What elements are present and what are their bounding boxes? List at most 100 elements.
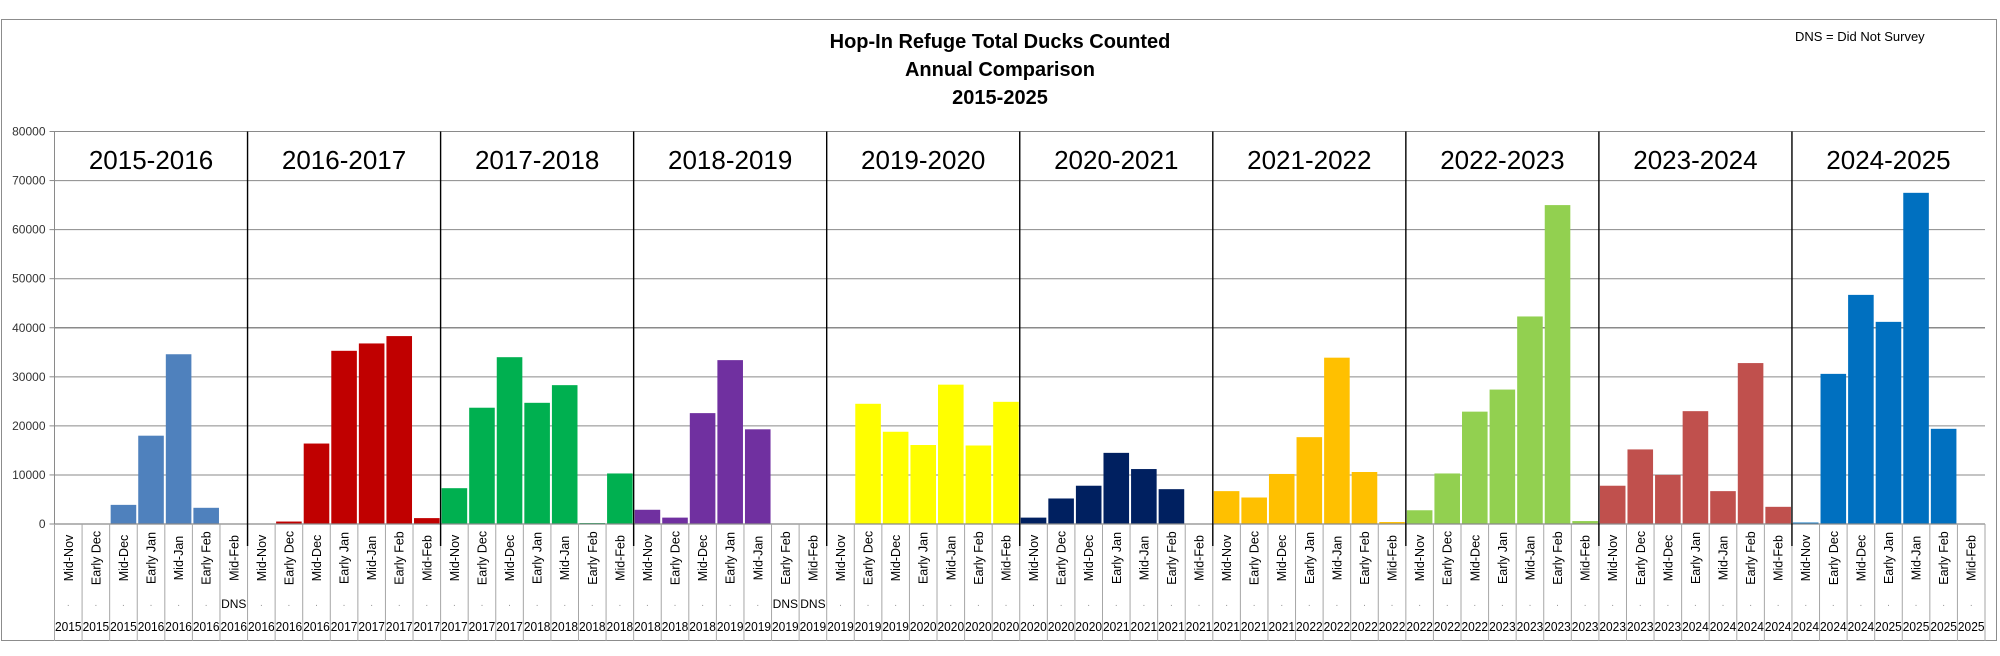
x-year-label: 2017: [331, 620, 358, 634]
x-month-label: Mid-Dec: [889, 535, 903, 582]
placeholder-dot: .: [1584, 598, 1587, 609]
bar-2016-2017-mid-feb: [414, 518, 440, 524]
bar-2017-2018-early-jan: [524, 402, 550, 524]
x-month-label: Early Jan: [917, 532, 931, 584]
season-title: 2015-2016: [89, 145, 213, 175]
x-year-label: 2022: [1461, 620, 1488, 634]
x-month-label: Mid-Jan: [1717, 536, 1731, 581]
placeholder-dot: .: [122, 598, 125, 609]
x-year-label: 2021: [1103, 620, 1130, 634]
bar-2022-2023-early-feb: [1544, 205, 1571, 524]
bar-2017-2018-mid-dec: [496, 357, 523, 524]
x-year-label: 2019: [800, 620, 827, 634]
x-month-label: Mid-Jan: [1910, 536, 1924, 581]
x-month-label: Mid-Nov: [1413, 534, 1427, 581]
x-year-label: 2025: [1903, 620, 1930, 634]
bar-2022-2023-mid-dec: [1462, 411, 1488, 524]
placeholder-dot: .: [536, 598, 539, 609]
placeholder-dot: .: [1087, 598, 1090, 609]
x-month-label: Mid-Jan: [944, 536, 958, 581]
placeholder-dot: .: [1777, 598, 1780, 609]
x-month-label: Mid-Nov: [1799, 534, 1813, 581]
placeholder-dot: .: [1032, 598, 1035, 609]
x-month-label: Early Jan: [1110, 532, 1124, 584]
bar-2019-2020-mid-dec: [882, 431, 909, 524]
season-title: 2020-2021: [1054, 145, 1178, 175]
bar-2019-2020-mid-feb: [993, 401, 1019, 524]
placeholder-dot: .: [1142, 598, 1145, 609]
chart-frame: [1, 19, 1997, 641]
bar-2024-2025-mid-jan: [1903, 192, 1929, 524]
x-month-label: Early Jan: [531, 532, 545, 584]
bar-2022-2023-mid-nov: [1406, 510, 1433, 524]
bar-2016-2017-early-dec: [276, 521, 302, 524]
x-year-label: 2019: [827, 620, 854, 634]
bar-2019-2020-early-feb: [965, 445, 992, 524]
x-year-label: 2018: [689, 620, 716, 634]
bar-2022-2023-mid-jan: [1517, 316, 1543, 524]
bar-2022-2023-mid-feb: [1572, 521, 1598, 524]
x-year-label: 2023: [1599, 620, 1626, 634]
x-year-label: 2016: [220, 620, 247, 634]
x-year-label: 2016: [165, 620, 192, 634]
x-year-label: 2021: [1186, 620, 1213, 634]
placeholder-dot: .: [1804, 598, 1807, 609]
x-year-label: 2021: [1158, 620, 1185, 634]
bar-2015-2016-early-feb: [193, 507, 219, 524]
placeholder-dot: .: [1722, 598, 1725, 609]
bar-2024-2025-early-feb: [1930, 428, 1957, 524]
bar-2023-2024-mid-nov: [1599, 485, 1626, 524]
bar-2021-2022-early-jan: [1296, 437, 1323, 524]
x-month-label: Mid-Nov: [1220, 534, 1234, 581]
placeholder-dot: .: [618, 598, 621, 609]
x-month-label: Mid-Nov: [834, 534, 848, 581]
x-year-label: 2019: [772, 620, 799, 634]
x-year-label: 2018: [634, 620, 661, 634]
y-tick-label: 80000: [12, 125, 46, 139]
season-title: 2024-2025: [1826, 145, 1950, 175]
placeholder-dot: .: [1639, 598, 1642, 609]
x-year-label: 2017: [496, 620, 523, 634]
x-year-label: 2017: [358, 620, 385, 634]
x-month-label: Early Dec: [282, 531, 296, 585]
placeholder-dot: .: [977, 598, 980, 609]
placeholder-dot: .: [150, 598, 153, 609]
x-year-label: 2021: [1241, 620, 1268, 634]
placeholder-dot: .: [508, 598, 511, 609]
placeholder-dot: .: [315, 598, 318, 609]
x-month-label: Mid-Dec: [1468, 535, 1482, 582]
chart-title-line-1: Hop-In Refuge Total Ducks Counted: [829, 31, 1171, 53]
x-year-label: 2018: [579, 620, 606, 634]
x-year-label: 2024: [1765, 620, 1792, 634]
placeholder-dot: .: [1749, 598, 1752, 609]
x-year-label: 2023: [1655, 620, 1682, 634]
placeholder-dot: .: [1915, 598, 1918, 609]
x-month-label: Early Jan: [145, 532, 159, 584]
bar-2020-2021-mid-dec: [1075, 485, 1102, 524]
placeholder-dot: .: [177, 598, 180, 609]
x-month-label: Early Feb: [972, 531, 986, 585]
placeholder-dot: .: [646, 598, 649, 609]
placeholder-dot: .: [1501, 598, 1504, 609]
placeholder-dot: .: [1280, 598, 1283, 609]
placeholder-dot: .: [894, 598, 897, 609]
x-year-label: 2024: [1737, 620, 1764, 634]
bar-2018-2019-mid-nov: [634, 509, 661, 524]
placeholder-dot: .: [701, 598, 704, 609]
x-year-label: 2018: [662, 620, 689, 634]
x-month-label: Early Jan: [1303, 532, 1317, 584]
bar-2018-2019-early-dec: [662, 517, 688, 524]
bar-2016-2017-early-jan: [331, 350, 357, 524]
placeholder-dot: .: [67, 598, 70, 609]
placeholder-dot: .: [1832, 598, 1835, 609]
bar-2017-2018-mid-nov: [441, 488, 468, 524]
x-year-label: 2024: [1848, 620, 1875, 634]
placeholder-dot: .: [1336, 598, 1339, 609]
x-month-label: Mid-Jan: [1330, 536, 1344, 581]
y-tick-label: 10000: [12, 468, 46, 482]
x-month-label: Early Dec: [89, 531, 103, 585]
bar-2016-2017-mid-dec: [303, 443, 330, 524]
x-month-label: Early Dec: [1248, 531, 1262, 585]
x-month-label: Mid-Jan: [172, 536, 186, 581]
x-year-label: 2023: [1544, 620, 1571, 634]
